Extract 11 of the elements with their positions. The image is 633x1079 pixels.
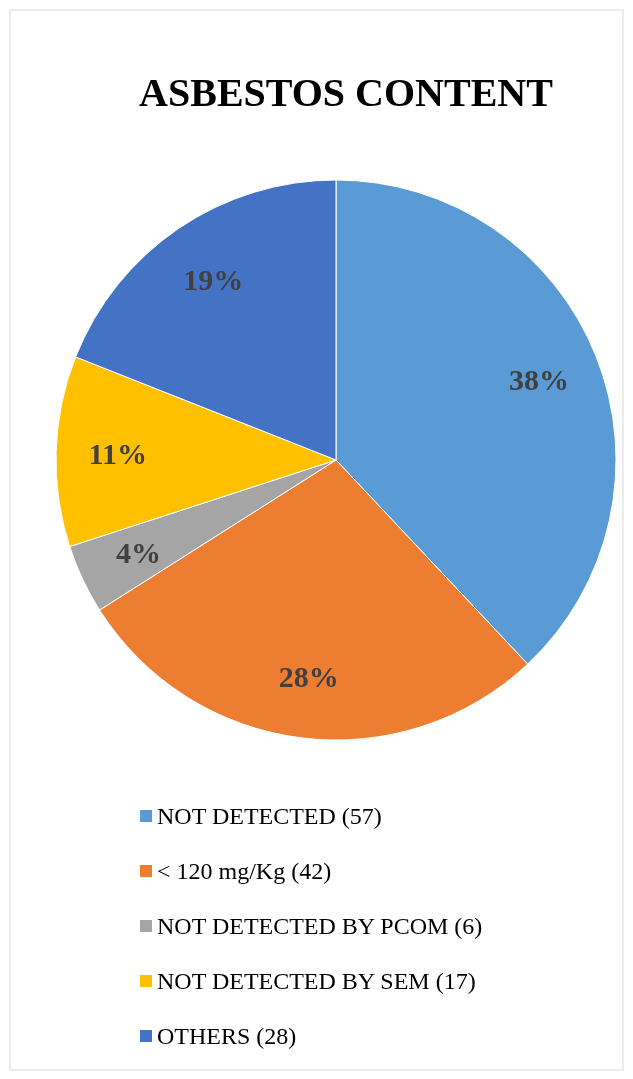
legend-label: OTHERS (28) [157,1023,297,1050]
data-label: 11% [88,436,147,470]
legend-label: < 120 mg/Kg (42) [157,858,332,885]
data-label: 38% [509,363,570,397]
data-label: 19% [183,262,244,296]
legend-label: NOT DETECTED (57) [157,803,382,830]
legend-label: NOT DETECTED BY PCOM (6) [157,913,483,940]
legend-label: NOT DETECTED BY SEM (17) [157,968,476,995]
data-label: 4% [115,536,161,570]
chart-title: ASBESTOS CONTENT [139,70,554,115]
data-label: 28% [278,660,339,694]
